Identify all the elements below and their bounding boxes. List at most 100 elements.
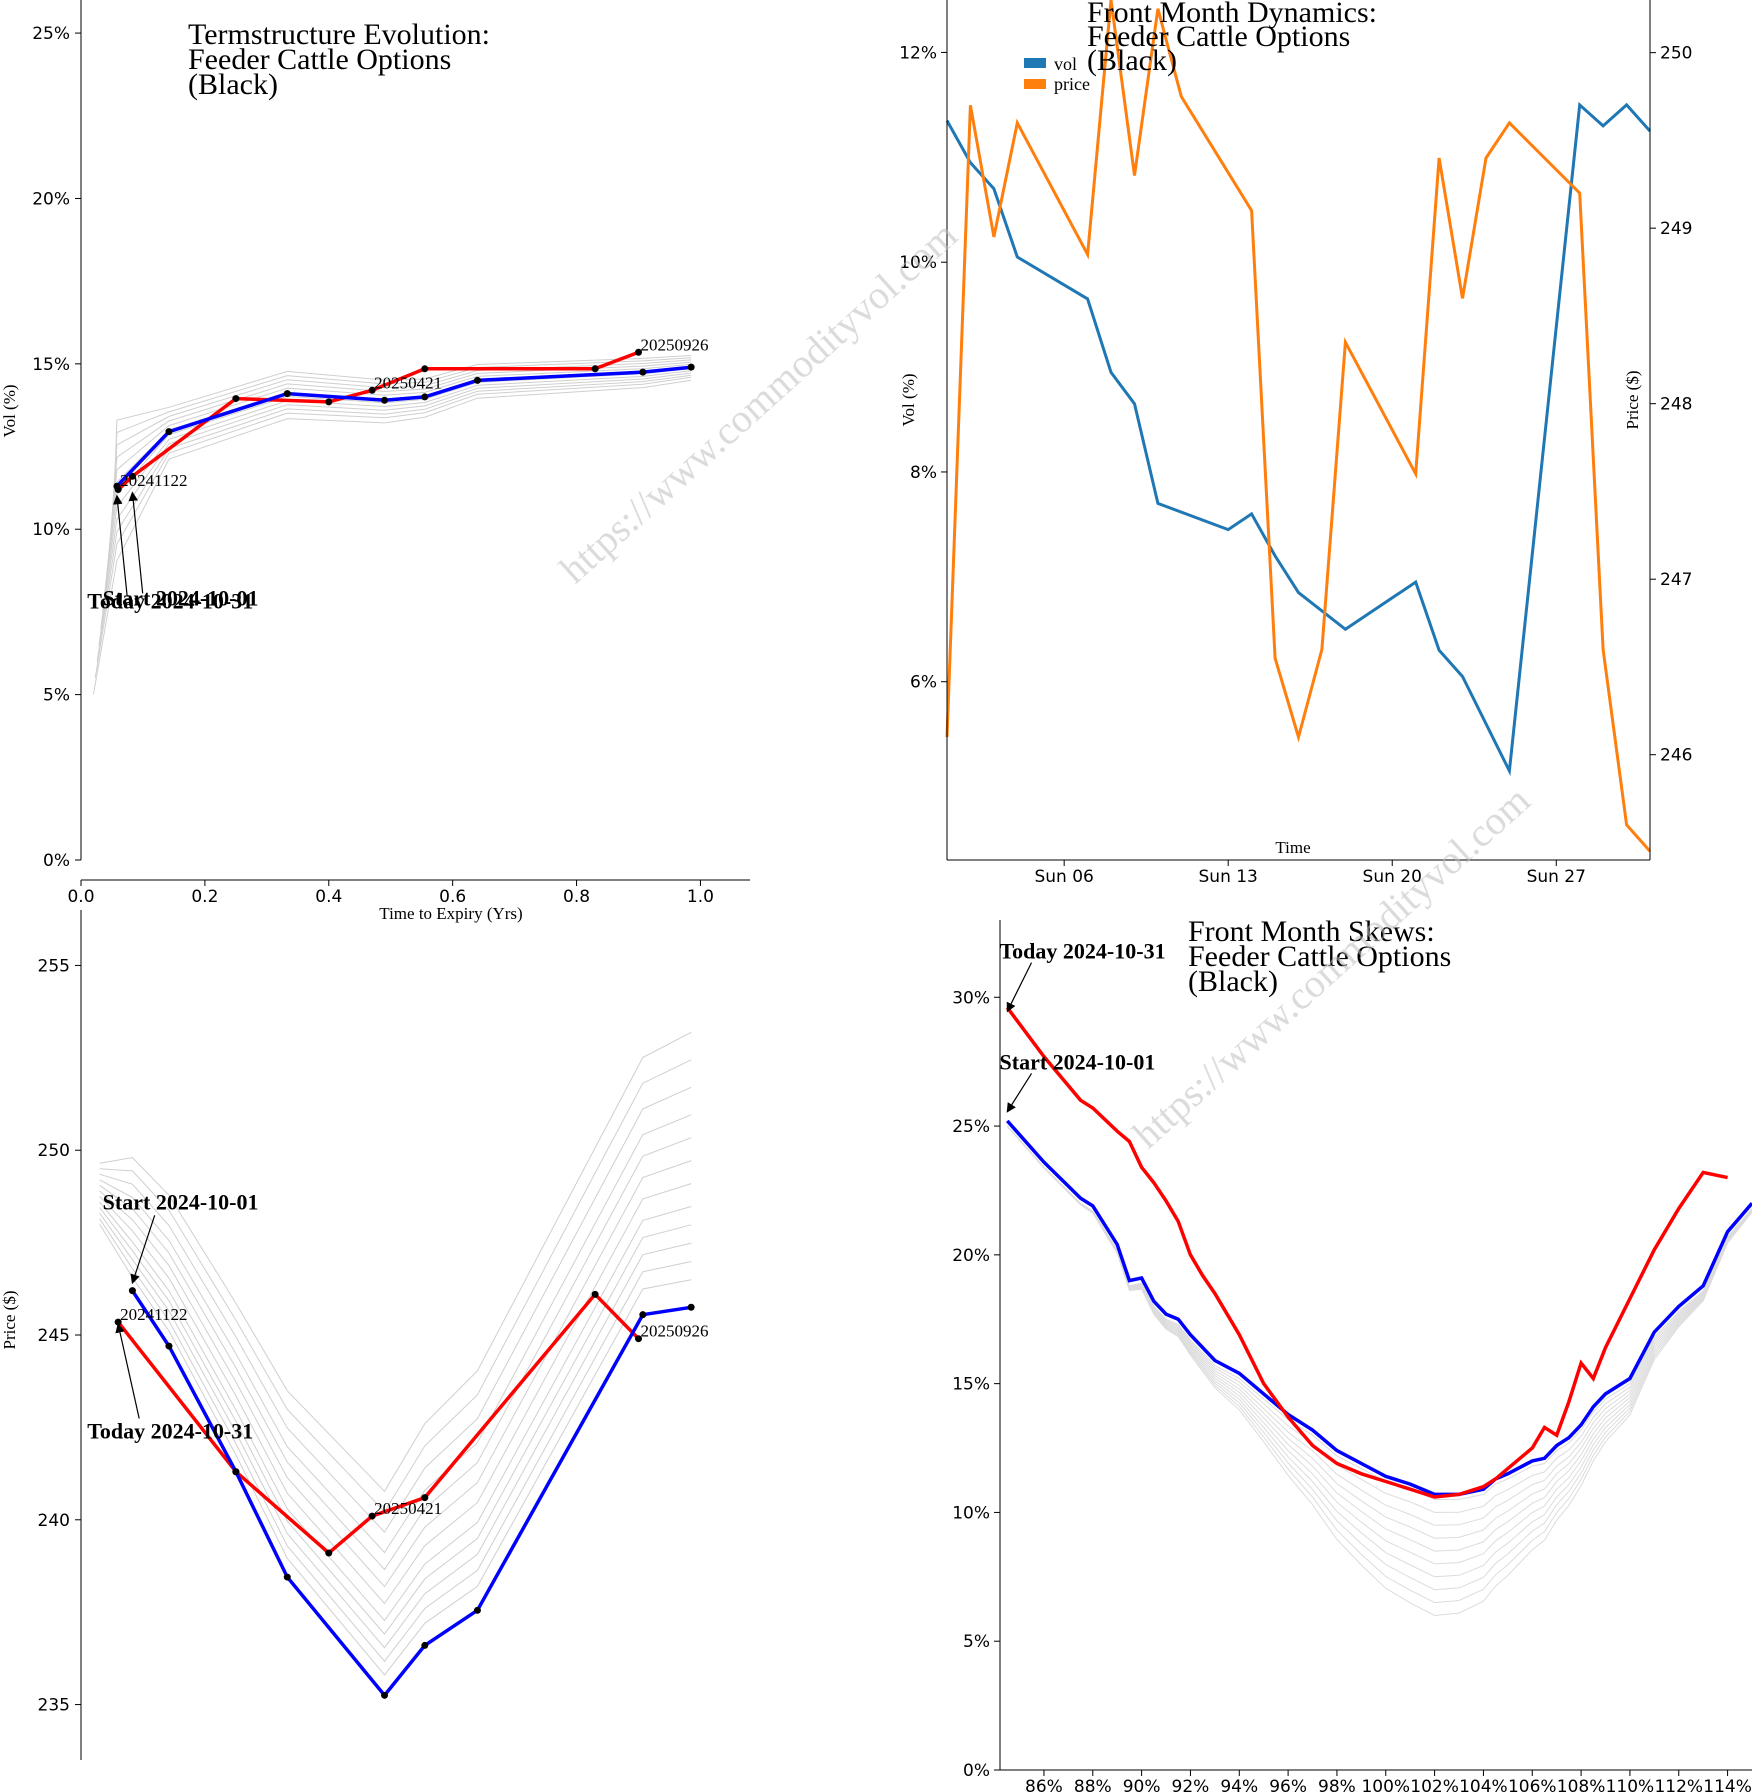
skews-annotation-arrow bbox=[1007, 1073, 1031, 1111]
pricestructure-point-current bbox=[284, 1574, 291, 1581]
termstructure-point-start bbox=[232, 395, 239, 402]
skews-x-tick-label: 112% bbox=[1654, 1777, 1703, 1792]
skews-x-tick-label: 108% bbox=[1557, 1777, 1606, 1792]
termstructure-point-current bbox=[165, 428, 172, 435]
pricestructure-y-tick-label: 235 bbox=[38, 1696, 70, 1716]
skews-y-tick-label: 15% bbox=[952, 1375, 990, 1395]
skews-y-tick-label: 20% bbox=[952, 1246, 990, 1266]
termstructure-x-tick-label: 0.2 bbox=[191, 887, 218, 907]
skews-x-tick-label: 98% bbox=[1318, 1777, 1356, 1792]
termstructure-expiry-label: 20250926 bbox=[641, 335, 709, 354]
pricestructure-point-current bbox=[165, 1343, 172, 1350]
dynamics-y2-tick-label: 249 bbox=[1660, 219, 1692, 239]
termstructure-y-tick-label: 5% bbox=[43, 686, 70, 706]
termstructure-expiry-label: 20250421 bbox=[374, 373, 442, 392]
dynamics-chart: 6%8%10%12%246247248249250Sun 06 Sun 13 Sun… bbox=[899, 0, 1692, 887]
pricestructure-ticks: 235 240 245 250 255 bbox=[38, 956, 81, 1715]
termstructure-y-tick-label: 0% bbox=[43, 851, 70, 871]
termstructure-point-current bbox=[639, 369, 646, 376]
pricestructure-y-label: Price ($) bbox=[0, 1290, 19, 1349]
skews-line-start bbox=[1007, 1008, 1727, 1497]
skews-x-tick-label: 100% bbox=[1361, 1777, 1410, 1792]
termstructure-y-tick-label: 20% bbox=[32, 189, 70, 209]
termstructure-point-start bbox=[325, 398, 332, 405]
termstructure-point-current bbox=[688, 364, 695, 371]
pricestructure-point-current bbox=[129, 1287, 136, 1294]
skews-x-tick-label: 94% bbox=[1220, 1777, 1258, 1792]
termstructure-point-start bbox=[421, 365, 428, 372]
pricestructure-point-current bbox=[232, 1468, 239, 1475]
skews-title-line-3: (Black) bbox=[1188, 965, 1278, 998]
pricestructure-expiry-label: 20241122 bbox=[120, 1305, 187, 1324]
skews-x-tick-label: 88% bbox=[1074, 1777, 1112, 1792]
legend-vol-label: vol bbox=[1054, 54, 1077, 74]
dynamics-x-label: Time bbox=[1275, 838, 1310, 857]
pricestructure-history-line bbox=[100, 1224, 692, 1675]
skews-y-tick-label: 0% bbox=[963, 1761, 990, 1781]
pricestructure-point-current bbox=[381, 1692, 388, 1699]
skews-history-lines bbox=[1007, 1126, 1752, 1615]
dashboard-canvas: 202411222025042120250926Start 2024-10-01… bbox=[0, 0, 1752, 1792]
dynamics-y-tick-label: 6% bbox=[910, 673, 937, 693]
skews-line-current bbox=[1007, 1121, 1752, 1495]
termstructure-title-line-3: (Black) bbox=[188, 68, 278, 101]
dynamics-y-tick-label: 12% bbox=[899, 43, 937, 63]
skews-x-tick-label: 104% bbox=[1459, 1777, 1508, 1792]
skews-x-tick-label: 92% bbox=[1172, 1777, 1210, 1792]
termstructure-expiry-label: 20241122 bbox=[120, 471, 187, 490]
termstructure-x-tick-label: 0.0 bbox=[67, 887, 94, 907]
pricestructure-annotation: Today 2024-10-31 bbox=[87, 1418, 253, 1443]
dynamics-y-tick-label: 8% bbox=[910, 463, 937, 483]
pricestructure-y-tick-label: 250 bbox=[38, 1141, 70, 1161]
pricestructure-expiry-label: 20250421 bbox=[374, 1499, 442, 1518]
dynamics-y2-tick-label: 247 bbox=[1660, 570, 1692, 590]
dynamics-y2-tick-label: 246 bbox=[1660, 746, 1692, 766]
skews-x-tick-label: 96% bbox=[1269, 1777, 1307, 1792]
termstructure-x-tick-label: 0.8 bbox=[563, 887, 590, 907]
pricestructure-annotation-arrow bbox=[118, 1324, 139, 1418]
skews-y-tick-label: 25% bbox=[952, 1117, 990, 1137]
skews-y-tick-label: 10% bbox=[952, 1503, 990, 1523]
termstructure-point-current bbox=[421, 393, 428, 400]
pricestructure-history-lines bbox=[100, 1032, 692, 1675]
pricestructure-chart: 20241122 20250421 20250926 Start 2024-10-01… bbox=[0, 910, 709, 1760]
termstructure-y-tick-label: 10% bbox=[32, 520, 70, 540]
dynamics-y-label: Vol (%) bbox=[899, 373, 918, 426]
termstructure-x-tick-label: 0.4 bbox=[315, 887, 342, 907]
pricestructure-series: 202411222025042120250926Start 2024-10-01… bbox=[87, 1189, 708, 1698]
pricestructure-expiry-label: 20250926 bbox=[641, 1322, 709, 1341]
pricestructure-point-current bbox=[421, 1642, 428, 1649]
termstructure-y-label: Vol (%) bbox=[0, 384, 19, 437]
skews-history-line bbox=[1007, 1126, 1752, 1564]
skews-chart: Today 2024-10-31Start 2024-10-01 0%5%10%… bbox=[952, 915, 1752, 1792]
skews-history-line bbox=[1007, 1126, 1752, 1577]
dynamics-x-tick-label: Sun 06 bbox=[1034, 867, 1093, 887]
dynamics-x-tick-label: Sun 13 bbox=[1199, 867, 1258, 887]
dynamics-y2-tick-label: 250 bbox=[1660, 44, 1692, 64]
dynamics-series bbox=[947, 0, 1650, 851]
pricestructure-point-current bbox=[688, 1304, 695, 1311]
skews-x-tick-label: 110% bbox=[1606, 1777, 1655, 1792]
pricestructure-point-current bbox=[639, 1311, 646, 1318]
dynamics-y2-label: Price ($) bbox=[1623, 370, 1642, 429]
termstructure-y-tick-label: 25% bbox=[32, 24, 70, 44]
dynamics-title-line-3: (Black) bbox=[1087, 44, 1177, 77]
termstructure-point-current bbox=[381, 397, 388, 404]
pricestructure-y-tick-label: 245 bbox=[38, 1326, 70, 1346]
pricestructure-y-tick-label: 255 bbox=[38, 956, 70, 976]
skews-x-tick-label: 106% bbox=[1508, 1777, 1557, 1792]
termstructure-x-label: Time to Expiry (Yrs) bbox=[379, 904, 522, 923]
pricestructure-line-current bbox=[132, 1291, 691, 1696]
dynamics-line-vol bbox=[947, 105, 1650, 771]
termstructure-x-tick-label: 1.0 bbox=[687, 887, 714, 907]
pricestructure-history-line bbox=[100, 1087, 692, 1532]
skews-history-line bbox=[1007, 1126, 1752, 1525]
pricestructure-point-current bbox=[474, 1607, 481, 1614]
skews-annotation-arrow bbox=[1007, 963, 1031, 1012]
pricestructure-y-tick-label: 240 bbox=[38, 1511, 70, 1531]
termstructure-annotation: Today 2024-10-31 bbox=[87, 589, 253, 614]
termstructure-point-current bbox=[474, 377, 481, 384]
skews-y-tick-label: 30% bbox=[952, 988, 990, 1008]
pricestructure-history-line bbox=[100, 1161, 692, 1587]
dynamics-x-tick-label: Sun 27 bbox=[1527, 867, 1586, 887]
